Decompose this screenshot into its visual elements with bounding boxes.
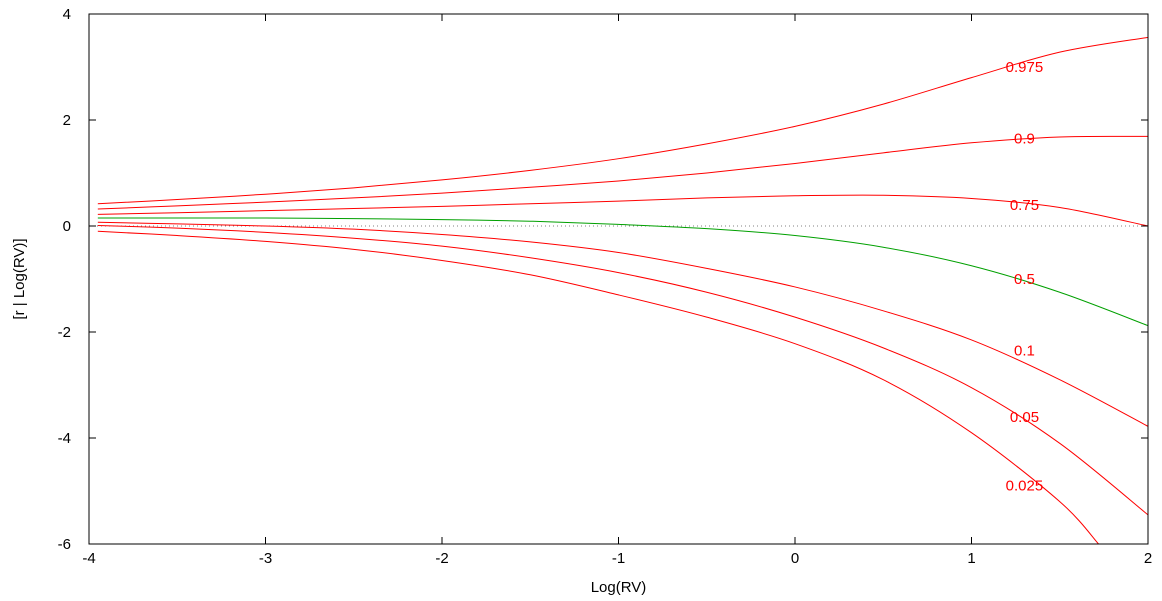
series-label-0.05: 0.05 (1010, 409, 1039, 426)
x-tick-label: -3 (259, 550, 272, 567)
series-line-0.025 (97, 230, 1099, 544)
x-tick-label: -4 (82, 550, 95, 567)
y-tick-label: -4 (58, 430, 71, 447)
y-tick-label: 4 (63, 6, 71, 23)
series-line-0.975 (97, 36, 1148, 205)
series-label-0.025: 0.025 (1006, 478, 1044, 495)
series-label-0.9: 0.9 (1014, 131, 1035, 148)
series-line-0.9 (97, 135, 1148, 210)
x-axis-label: Log(RV) (591, 579, 647, 596)
series-label-0.975: 0.975 (1006, 59, 1044, 76)
plot-content (89, 36, 1148, 544)
ticks-layer: -4 -3 -2 -1 0 1 2 -6 -4 -2 0 2 4 (58, 6, 1153, 567)
series-label-0.1: 0.1 (1014, 343, 1035, 360)
y-axis-label: [r | Log(RV)] (11, 238, 28, 319)
y-tick-label: 0 (63, 218, 71, 235)
y-tick-label: 2 (63, 112, 71, 129)
curve-labels: 0.975 0.9 0.75 0.5 0.1 0.05 0.025 (1006, 59, 1044, 495)
x-tick-label: -2 (435, 550, 448, 567)
x-tick-label: 2 (1144, 550, 1152, 567)
series-label-0.75: 0.75 (1010, 197, 1039, 214)
x-tick-label: 1 (967, 550, 975, 567)
x-tick-label: 0 (791, 550, 799, 567)
y-tick-label: -2 (58, 324, 71, 341)
y-tick-label: -6 (58, 536, 71, 553)
x-tick-label: -1 (612, 550, 625, 567)
series-line-0.05 (97, 224, 1148, 516)
series-line-0.75 (97, 194, 1148, 227)
series-line-0.1 (97, 221, 1148, 427)
series-line-0.5 (97, 217, 1148, 327)
plot-frame (88, 13, 1149, 545)
series-label-0.5: 0.5 (1014, 271, 1035, 288)
